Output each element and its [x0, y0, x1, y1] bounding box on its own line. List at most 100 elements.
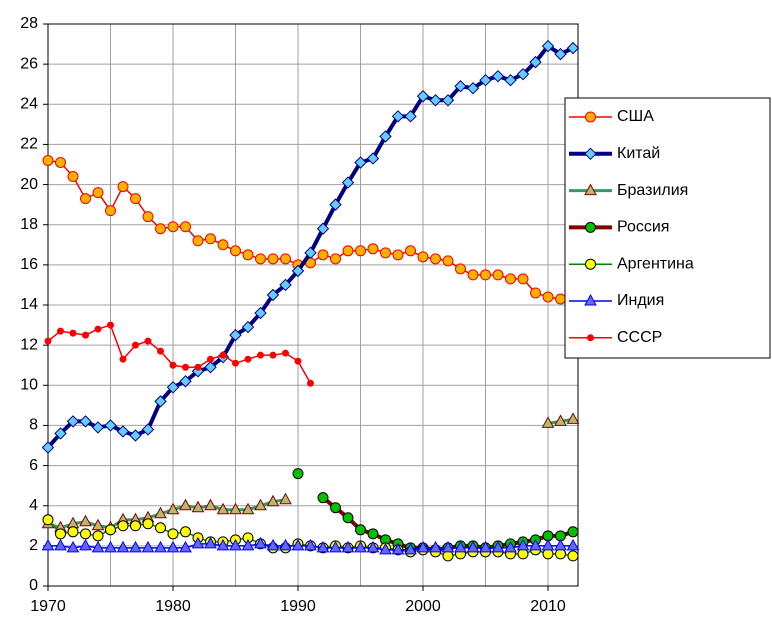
marker	[466, 82, 480, 95]
marker	[554, 414, 567, 426]
marker	[182, 363, 189, 371]
marker	[330, 253, 341, 265]
marker	[292, 468, 304, 480]
marker	[229, 328, 242, 342]
marker	[584, 147, 597, 161]
marker	[42, 514, 54, 526]
marker	[79, 514, 92, 527]
marker	[441, 540, 455, 553]
marker	[467, 269, 479, 281]
marker	[330, 502, 341, 514]
marker	[455, 263, 466, 275]
marker	[107, 321, 114, 329]
marker	[92, 187, 104, 199]
marker	[585, 111, 596, 123]
marker	[492, 269, 504, 281]
marker	[317, 492, 329, 504]
marker	[155, 522, 166, 534]
x-tick-label: 1990	[280, 598, 316, 615]
marker	[316, 222, 330, 235]
y-tick-label: 8	[29, 417, 38, 434]
x-tick-label: 1980	[155, 598, 191, 615]
marker	[91, 518, 105, 531]
marker	[541, 538, 555, 551]
marker	[379, 542, 392, 555]
marker	[217, 239, 229, 251]
marker	[179, 540, 192, 553]
marker	[294, 357, 302, 365]
marker	[585, 221, 596, 233]
marker	[404, 542, 417, 555]
marker	[329, 540, 342, 553]
marker	[69, 329, 77, 337]
marker	[417, 251, 429, 263]
marker	[154, 395, 167, 408]
marker	[479, 73, 492, 87]
marker	[491, 540, 505, 553]
marker	[491, 69, 505, 83]
marker	[55, 528, 66, 540]
marker	[279, 538, 292, 551]
marker	[587, 334, 594, 342]
marker	[529, 55, 542, 69]
marker	[366, 152, 380, 165]
marker	[154, 540, 167, 553]
marker	[169, 361, 177, 369]
marker	[585, 258, 596, 270]
y-tick-label: 26	[20, 55, 38, 72]
marker	[379, 130, 392, 143]
marker	[116, 540, 130, 553]
marker	[291, 264, 305, 278]
marker	[157, 347, 164, 355]
marker	[41, 538, 55, 551]
y-tick-label: 12	[20, 336, 38, 353]
marker	[242, 249, 254, 261]
marker	[144, 337, 152, 345]
marker	[141, 423, 155, 436]
y-tick-label: 14	[20, 296, 38, 313]
marker	[341, 176, 355, 189]
marker	[517, 548, 529, 560]
marker	[179, 375, 192, 388]
marker	[191, 500, 205, 513]
marker	[282, 349, 289, 357]
marker	[542, 291, 554, 303]
marker	[132, 341, 139, 349]
marker	[204, 361, 217, 374]
marker	[257, 351, 264, 359]
marker	[584, 183, 597, 196]
marker	[505, 273, 516, 285]
marker	[104, 419, 117, 432]
x-tick-label: 2000	[405, 598, 441, 615]
y-tick-label: 6	[29, 457, 38, 474]
marker	[504, 73, 517, 87]
marker	[94, 325, 102, 333]
marker	[266, 288, 280, 302]
marker	[567, 550, 579, 562]
marker	[229, 502, 242, 515]
marker	[269, 351, 277, 359]
marker	[204, 536, 217, 549]
marker	[429, 94, 442, 107]
marker	[255, 253, 266, 265]
marker	[66, 415, 80, 428]
marker	[304, 538, 317, 551]
marker	[541, 39, 555, 53]
y-tick-label: 18	[20, 216, 38, 233]
marker	[566, 41, 580, 55]
legend-label: СССР	[617, 329, 662, 346]
marker	[142, 518, 154, 530]
marker	[367, 528, 379, 540]
marker	[267, 253, 279, 265]
marker	[42, 154, 54, 166]
marker	[91, 540, 105, 553]
marker	[517, 273, 529, 285]
marker	[555, 548, 566, 560]
marker	[254, 306, 267, 320]
x-tick-label: 1970	[30, 598, 66, 615]
marker	[266, 538, 280, 551]
marker	[441, 94, 455, 107]
marker	[454, 80, 467, 93]
marker	[342, 512, 354, 524]
